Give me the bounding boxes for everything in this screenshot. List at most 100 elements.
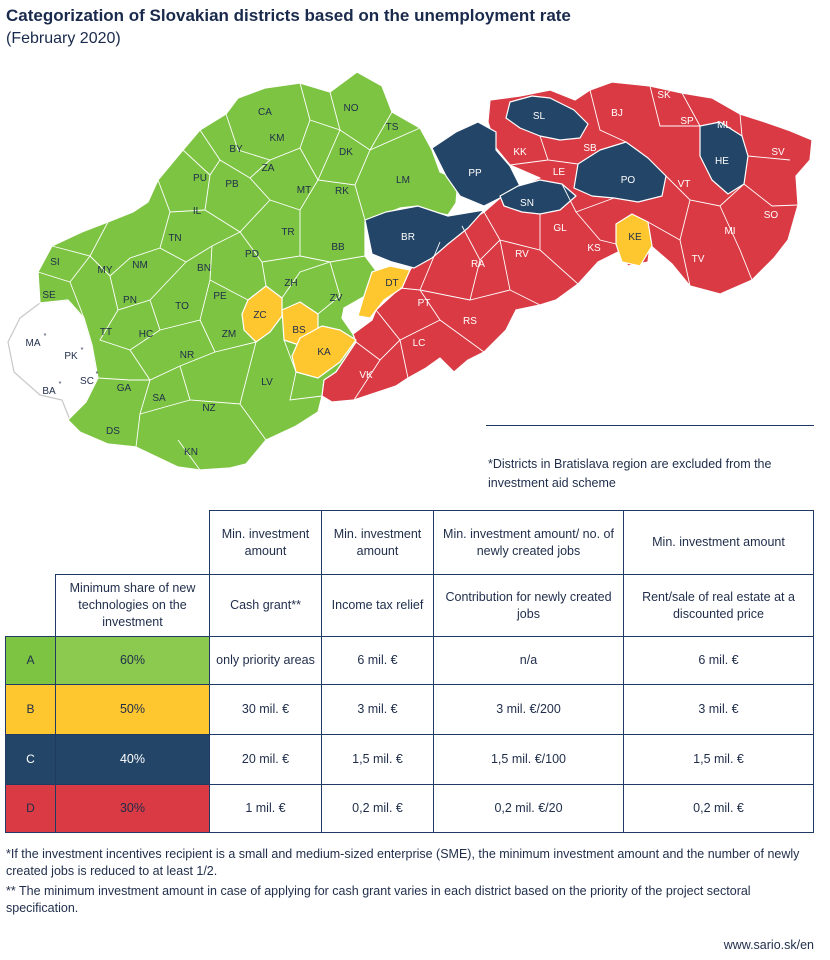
svg-text:SP: SP: [680, 116, 694, 127]
svg-text:KK: KK: [513, 147, 527, 158]
svg-text:BN: BN: [197, 263, 211, 274]
slovakia-district-map: CA NO KM TS BY ZA DK PU PB MT RK LM IL T…: [7, 71, 813, 471]
header-real-estate-min: Min. investment amount: [623, 510, 814, 575]
jobs-value: 3 mil. €/200: [433, 684, 624, 735]
svg-text:PE: PE: [213, 291, 227, 302]
svg-text:ZM: ZM: [222, 329, 236, 340]
district-ka: [291, 325, 357, 379]
svg-text:KE: KE: [628, 232, 642, 243]
svg-text:SC: SC: [80, 376, 94, 387]
svg-text:MI: MI: [724, 226, 735, 237]
svg-text:NZ: NZ: [202, 403, 215, 414]
svg-text:NM: NM: [132, 260, 148, 271]
header-contribution-jobs: Contribution for newly created jobs: [433, 574, 624, 637]
table-row-c: C 40% 20 mil. € 1,5 mil. € 1,5 mil. €/10…: [5, 734, 814, 785]
svg-text:DT: DT: [385, 278, 398, 289]
svg-text:BY: BY: [229, 144, 243, 155]
district-dt: [357, 265, 411, 319]
category-label: B: [5, 684, 56, 735]
svg-text:LV: LV: [261, 377, 273, 388]
jobs-value: 0,2 mil. €/20: [433, 784, 624, 833]
table-row-a: A 60% only priority areas 6 mil. € n/a 6…: [5, 636, 814, 685]
svg-text:ZA: ZA: [262, 163, 275, 174]
svg-text:HC: HC: [139, 329, 153, 340]
table-row-b: B 50% 30 mil. € 3 mil. € 3 mil. €/200 3 …: [5, 684, 814, 735]
district-pp: [431, 121, 521, 207]
district-po: [573, 141, 667, 203]
svg-text:SA: SA: [152, 393, 166, 404]
svg-text:DS: DS: [106, 426, 120, 437]
tech-share-value: 30%: [55, 784, 210, 833]
svg-text:PD: PD: [245, 249, 259, 260]
income-tax-value: 6 mil. €: [321, 636, 434, 685]
svg-text:BS: BS: [292, 325, 306, 336]
district-br: [364, 205, 485, 269]
svg-text:TN: TN: [168, 233, 181, 244]
header-cash-grant-min: Min. investment amount: [209, 510, 322, 575]
district-zc: [241, 285, 283, 343]
tech-share-value: 40%: [55, 734, 210, 785]
tech-share-value: 60%: [55, 636, 210, 685]
income-tax-value: 3 mil. €: [321, 684, 434, 735]
svg-text:SB: SB: [583, 143, 597, 154]
header-rent-sale: Rent/sale of real estate at a discounted…: [623, 574, 814, 637]
svg-text:ZH: ZH: [284, 278, 297, 289]
svg-text:*: *: [59, 381, 62, 388]
real-estate-value: 3 mil. €: [623, 684, 814, 735]
svg-text:IL: IL: [193, 206, 202, 217]
svg-text:CA: CA: [258, 107, 272, 118]
svg-text:GA: GA: [117, 383, 132, 394]
svg-text:TV: TV: [692, 254, 705, 265]
income-tax-value: 1,5 mil. €: [321, 734, 434, 785]
svg-text:RV: RV: [515, 249, 529, 260]
svg-text:KM: KM: [270, 133, 285, 144]
svg-text:*: *: [44, 333, 47, 340]
note-divider: [486, 425, 814, 426]
investment-aid-table: Min. investment amount Min. investment a…: [5, 510, 814, 833]
svg-text:BJ: BJ: [611, 108, 623, 119]
svg-text:ZC: ZC: [253, 310, 266, 321]
header-cash-grant: Cash grant**: [209, 574, 322, 637]
income-tax-value: 0,2 mil. €: [321, 784, 434, 833]
footnote-cash-grant: ** The minimum investment amount in case…: [6, 884, 751, 915]
map-note: *Districts in Bratislava region are excl…: [488, 457, 772, 490]
svg-text:LE: LE: [553, 167, 566, 178]
svg-text:SE: SE: [42, 290, 56, 301]
category-label: C: [5, 734, 56, 785]
svg-text:HE: HE: [715, 156, 729, 167]
svg-text:GL: GL: [553, 223, 567, 234]
svg-text:KN: KN: [184, 447, 198, 458]
page-title: Categorization of Slovakian districts ba…: [6, 6, 571, 25]
svg-text:SN: SN: [520, 198, 534, 209]
svg-text:RA: RA: [471, 259, 485, 270]
svg-text:TT: TT: [100, 327, 112, 338]
svg-text:TR: TR: [281, 227, 294, 238]
page-subtitle: (February 2020): [6, 30, 121, 47]
cash-grant-value: 20 mil. €: [209, 734, 322, 785]
svg-text:TO: TO: [175, 301, 189, 312]
svg-text:PN: PN: [123, 295, 137, 306]
table-header-row-top: Min. investment amount Min. investment a…: [6, 510, 814, 575]
jobs-value: 1,5 mil. €/100: [433, 734, 624, 785]
svg-text:PB: PB: [225, 179, 239, 190]
jobs-value: n/a: [433, 636, 624, 685]
svg-text:BA: BA: [42, 386, 56, 397]
district-borders: [37, 82, 799, 471]
svg-text:MA: MA: [26, 338, 41, 349]
header-income-tax-relief: Income tax relief: [321, 574, 434, 637]
svg-text:LM: LM: [396, 175, 410, 186]
svg-text:MY: MY: [98, 265, 113, 276]
svg-text:KA: KA: [317, 347, 331, 358]
table-header-row-sub: Minimum share of new technologies on the…: [6, 574, 814, 637]
svg-text:BR: BR: [401, 232, 415, 243]
source-url: www.sario.sk/en: [723, 938, 814, 952]
svg-text:RK: RK: [335, 186, 349, 197]
svg-text:PU: PU: [193, 173, 207, 184]
svg-text:SK: SK: [657, 90, 671, 101]
svg-text:*: *: [96, 371, 99, 378]
cash-grant-value: only priority areas: [209, 636, 322, 685]
svg-text:PO: PO: [621, 175, 636, 186]
table-row-d: D 30% 1 mil. € 0,2 mil. € 0,2 mil. €/20 …: [5, 784, 814, 833]
svg-text:VK: VK: [359, 370, 373, 381]
svg-text:NR: NR: [180, 350, 194, 361]
